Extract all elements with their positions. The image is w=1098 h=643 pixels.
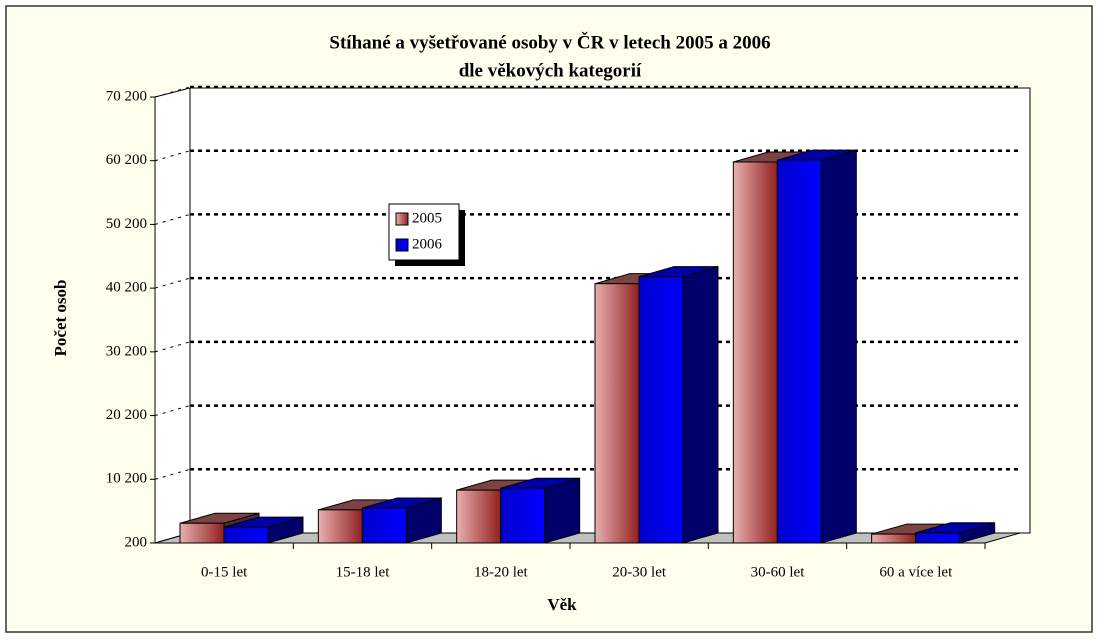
bar (456, 489, 502, 544)
bar-side (820, 149, 857, 544)
bar (179, 522, 225, 544)
y-tick-label: 20 200 (106, 407, 147, 423)
bar (500, 487, 546, 544)
grid-connector (154, 150, 191, 162)
legend-label: 2005 (412, 210, 442, 226)
x-tick-label: 30-60 let (751, 564, 806, 580)
bar (638, 276, 684, 544)
legend-swatch (395, 238, 409, 252)
bar (776, 159, 822, 544)
grid-connector (154, 468, 191, 480)
bar (223, 526, 269, 544)
grid-connector (154, 277, 191, 289)
chart-title: Stíhané a vyšetřované osoby v ČR v letec… (329, 31, 770, 53)
y-tick-label: 50 200 (106, 216, 147, 232)
y-tick-label: 40 200 (106, 280, 147, 296)
x-tick-label: 60 a více let (879, 564, 953, 580)
y-axis-title: Počet osob (51, 280, 70, 357)
grid-connector (154, 341, 191, 353)
bar-side (682, 266, 719, 544)
bar (594, 283, 640, 544)
y-tick-label: 70 200 (106, 88, 147, 104)
bar (361, 507, 407, 544)
legend-swatch (395, 212, 409, 226)
chart-title: dle věkových kategorií (459, 60, 642, 81)
y-tick-label: 30 200 (106, 343, 147, 359)
bar-side (544, 477, 581, 544)
bar (915, 532, 961, 544)
grid-connector (154, 86, 191, 98)
x-axis-title: Věk (547, 595, 577, 614)
bar (732, 161, 778, 544)
y-tick-label: 10 200 (106, 471, 147, 487)
y-tick-label: 200 (125, 534, 148, 550)
grid-connector (154, 405, 191, 417)
bar (317, 509, 363, 544)
x-tick-label: 15-18 let (336, 564, 391, 580)
x-tick-label: 0-15 let (201, 564, 248, 580)
legend-label: 2006 (412, 236, 443, 252)
x-tick-label: 20-30 let (612, 564, 667, 580)
x-tick-label: 18-20 let (474, 564, 529, 580)
grid-connector (154, 213, 191, 225)
bar (871, 533, 917, 544)
y-tick-label: 60 200 (106, 152, 147, 168)
